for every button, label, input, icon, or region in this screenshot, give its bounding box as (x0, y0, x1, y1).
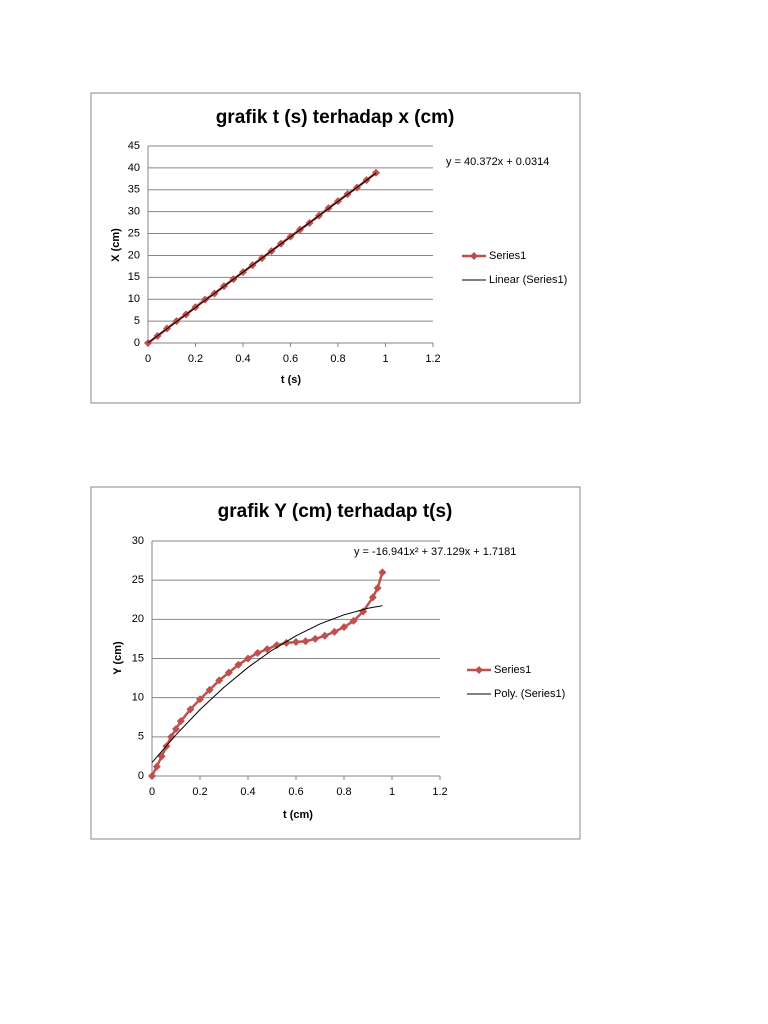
x-tick-label: 1.2 (432, 786, 447, 798)
y-tick-label: 15 (132, 652, 144, 664)
data-point (186, 705, 195, 714)
x-tick-label: 0.6 (283, 353, 298, 365)
series-line (151, 605, 383, 763)
data-point (224, 668, 233, 677)
data-point (263, 645, 272, 654)
legend-marker (475, 666, 483, 674)
x-tick-label: 1 (389, 786, 395, 798)
data-point (234, 660, 243, 669)
x-tick-label: 0 (145, 353, 151, 365)
data-point (292, 638, 300, 647)
data-point (152, 762, 161, 771)
x-tick-label: 0.2 (192, 786, 207, 798)
x-tick-label: 0.2 (188, 353, 203, 365)
data-point (167, 732, 176, 741)
data-point (301, 637, 310, 646)
y-tick-label: 10 (132, 692, 144, 704)
data-point (172, 725, 180, 733)
legend-marker (470, 252, 478, 260)
x-tick-label: 0.4 (235, 353, 250, 365)
y-tick-label: 20 (132, 613, 144, 625)
y-tick-label: 45 (128, 140, 140, 152)
y-tick-label: 10 (128, 293, 140, 305)
series-line (147, 172, 377, 344)
data-point (176, 717, 185, 726)
data-point (215, 676, 224, 685)
x-axis-label: t (cm) (283, 809, 313, 821)
y-tick-label: 40 (128, 162, 140, 174)
y-tick-label: 0 (134, 337, 140, 349)
y-axis-label: X (cm) (110, 228, 122, 262)
chart-title: grafik Y (cm) terhadap t(s) (218, 501, 453, 522)
y-tick-label: 20 (128, 249, 140, 261)
x-tick-label: 0.8 (336, 786, 351, 798)
chart-frame (90, 486, 581, 840)
y-tick-label: 0 (138, 770, 144, 782)
equation: y = -16.941x² + 37.129x + 1.7181 (354, 546, 516, 558)
legend-label: Poly. (Series1) (494, 688, 565, 700)
equation: y = 40.372x + 0.0314 (446, 156, 549, 168)
x-axis-label: t (s) (281, 374, 302, 386)
chart-frame (90, 92, 581, 404)
data-point (349, 616, 358, 625)
data-point (320, 631, 329, 640)
y-tick-label: 35 (128, 184, 140, 196)
y-tick-label: 30 (132, 535, 144, 547)
data-point (340, 623, 348, 632)
data-point (272, 641, 281, 650)
data-point (378, 568, 387, 577)
y-tick-label: 5 (138, 731, 144, 743)
y-tick-label: 30 (128, 206, 140, 218)
data-point (368, 593, 377, 602)
data-point (373, 584, 382, 592)
legend-label: Linear (Series1) (489, 274, 567, 286)
legend-label: Series1 (489, 250, 526, 262)
data-point (330, 627, 339, 636)
x-tick-label: 0 (149, 786, 155, 798)
data-point (196, 695, 204, 704)
x-tick-label: 1.2 (425, 353, 440, 365)
x-tick-label: 1 (382, 353, 388, 365)
data-point (148, 772, 156, 780)
x-tick-label: 0.8 (330, 353, 345, 365)
y-axis-label: Y (cm) (112, 641, 124, 675)
legend-label: Series1 (494, 664, 531, 676)
data-point (244, 654, 252, 663)
x-tick-label: 0.6 (288, 786, 303, 798)
y-tick-label: 5 (134, 315, 140, 327)
y-tick-label: 15 (128, 271, 140, 283)
y-tick-label: 25 (128, 227, 140, 239)
chart-title: grafik t (s) terhadap x (cm) (216, 107, 455, 128)
y-tick-label: 25 (132, 574, 144, 586)
data-point (253, 649, 262, 658)
data-point (205, 685, 214, 694)
data-point (311, 634, 320, 643)
x-tick-label: 0.4 (240, 786, 255, 798)
